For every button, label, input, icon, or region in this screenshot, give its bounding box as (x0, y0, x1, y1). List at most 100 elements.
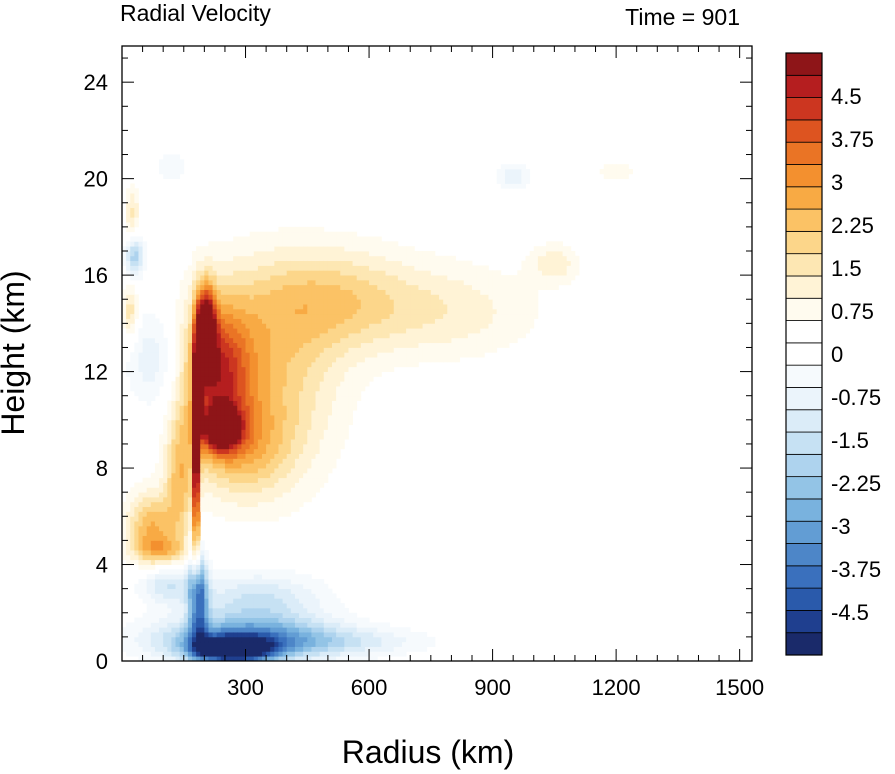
field-cell (467, 279, 473, 286)
field-cell (204, 463, 209, 469)
field-cell (422, 289, 428, 295)
field-cell (257, 482, 263, 488)
field-cell (245, 627, 251, 633)
field-cell (253, 284, 259, 290)
field-cell (307, 226, 312, 233)
field-cell (451, 270, 456, 276)
field-cell (196, 501, 201, 508)
field-cell (187, 579, 193, 585)
field-cell (294, 265, 300, 271)
field-cell (237, 443, 242, 450)
field-cell (257, 622, 263, 628)
field-cell (257, 251, 263, 257)
field-cell (430, 337, 436, 344)
field-cell (406, 260, 411, 266)
field-cell (245, 304, 251, 310)
field-cell (426, 333, 432, 339)
field-cell (315, 627, 321, 633)
field-cell (364, 304, 370, 310)
field-cell (183, 501, 189, 508)
field-cell (294, 506, 300, 512)
field-cell (270, 361, 275, 368)
field-cell (352, 357, 358, 363)
field-cell (377, 622, 382, 628)
field-cell (439, 279, 444, 286)
field-cell (253, 333, 259, 339)
field-cell (208, 255, 213, 262)
field-cell (410, 279, 415, 286)
field-cell (208, 439, 213, 445)
field-cell (196, 482, 201, 488)
field-cell (290, 598, 296, 604)
field-cell (163, 617, 168, 623)
field-cell (150, 607, 156, 614)
field-cell (369, 246, 374, 252)
field-cell (504, 328, 510, 334)
field-cell (130, 545, 135, 551)
field-cell (241, 419, 246, 426)
field-cell (171, 482, 176, 488)
field-cell (216, 328, 222, 334)
field-cell (270, 260, 275, 266)
field-cell (229, 477, 234, 483)
field-cell (150, 559, 156, 565)
field-cell (253, 434, 259, 440)
field-cell (266, 347, 271, 353)
field-cell (204, 328, 209, 334)
field-cell (187, 395, 193, 401)
field-cell (303, 443, 308, 450)
field-cell (352, 251, 358, 257)
field-cell (208, 501, 213, 508)
field-cell (332, 342, 337, 348)
field-cell (216, 612, 222, 618)
field-cell (216, 357, 222, 363)
field-cell (150, 656, 156, 661)
field-cell (266, 289, 271, 295)
field-cell (294, 439, 300, 445)
field-cell (175, 646, 181, 652)
field-cell (299, 376, 304, 382)
field-cell (286, 641, 292, 647)
field-cell (150, 632, 156, 638)
field-cell (286, 255, 292, 262)
field-cell (192, 415, 197, 421)
field-cell (290, 333, 296, 339)
field-cell (266, 482, 271, 488)
field-cell (138, 511, 143, 517)
field-cell (192, 550, 197, 556)
field-cell (369, 275, 374, 281)
field-cell (451, 299, 456, 305)
field-cell (196, 617, 201, 623)
field-cell (204, 443, 209, 450)
field-cell (377, 342, 382, 348)
field-cell (319, 284, 325, 290)
field-cell (414, 279, 419, 286)
field-cell (307, 574, 312, 580)
field-cell (307, 318, 312, 324)
field-cell (303, 439, 308, 445)
field-cell (364, 361, 370, 368)
field-cell (410, 255, 415, 262)
field-cell (270, 241, 275, 247)
field-cell (192, 516, 197, 522)
field-cell (159, 381, 164, 387)
field-cell (315, 415, 321, 421)
field-cell (282, 506, 288, 512)
field-cell (348, 632, 353, 638)
field-cell (299, 323, 304, 329)
field-cell (286, 487, 292, 493)
field-cell (332, 337, 337, 344)
field-cell (414, 313, 419, 319)
field-cell (262, 632, 267, 638)
field-cell (257, 472, 263, 479)
field-cell (299, 410, 304, 416)
field-cell (179, 352, 185, 358)
field-cell (299, 463, 304, 469)
field-cell (233, 434, 238, 440)
field-cell (216, 607, 222, 614)
field-cell (274, 415, 279, 421)
field-cell (385, 361, 391, 368)
field-cell (480, 318, 485, 324)
field-cell (369, 347, 374, 353)
field-cell (393, 641, 399, 647)
